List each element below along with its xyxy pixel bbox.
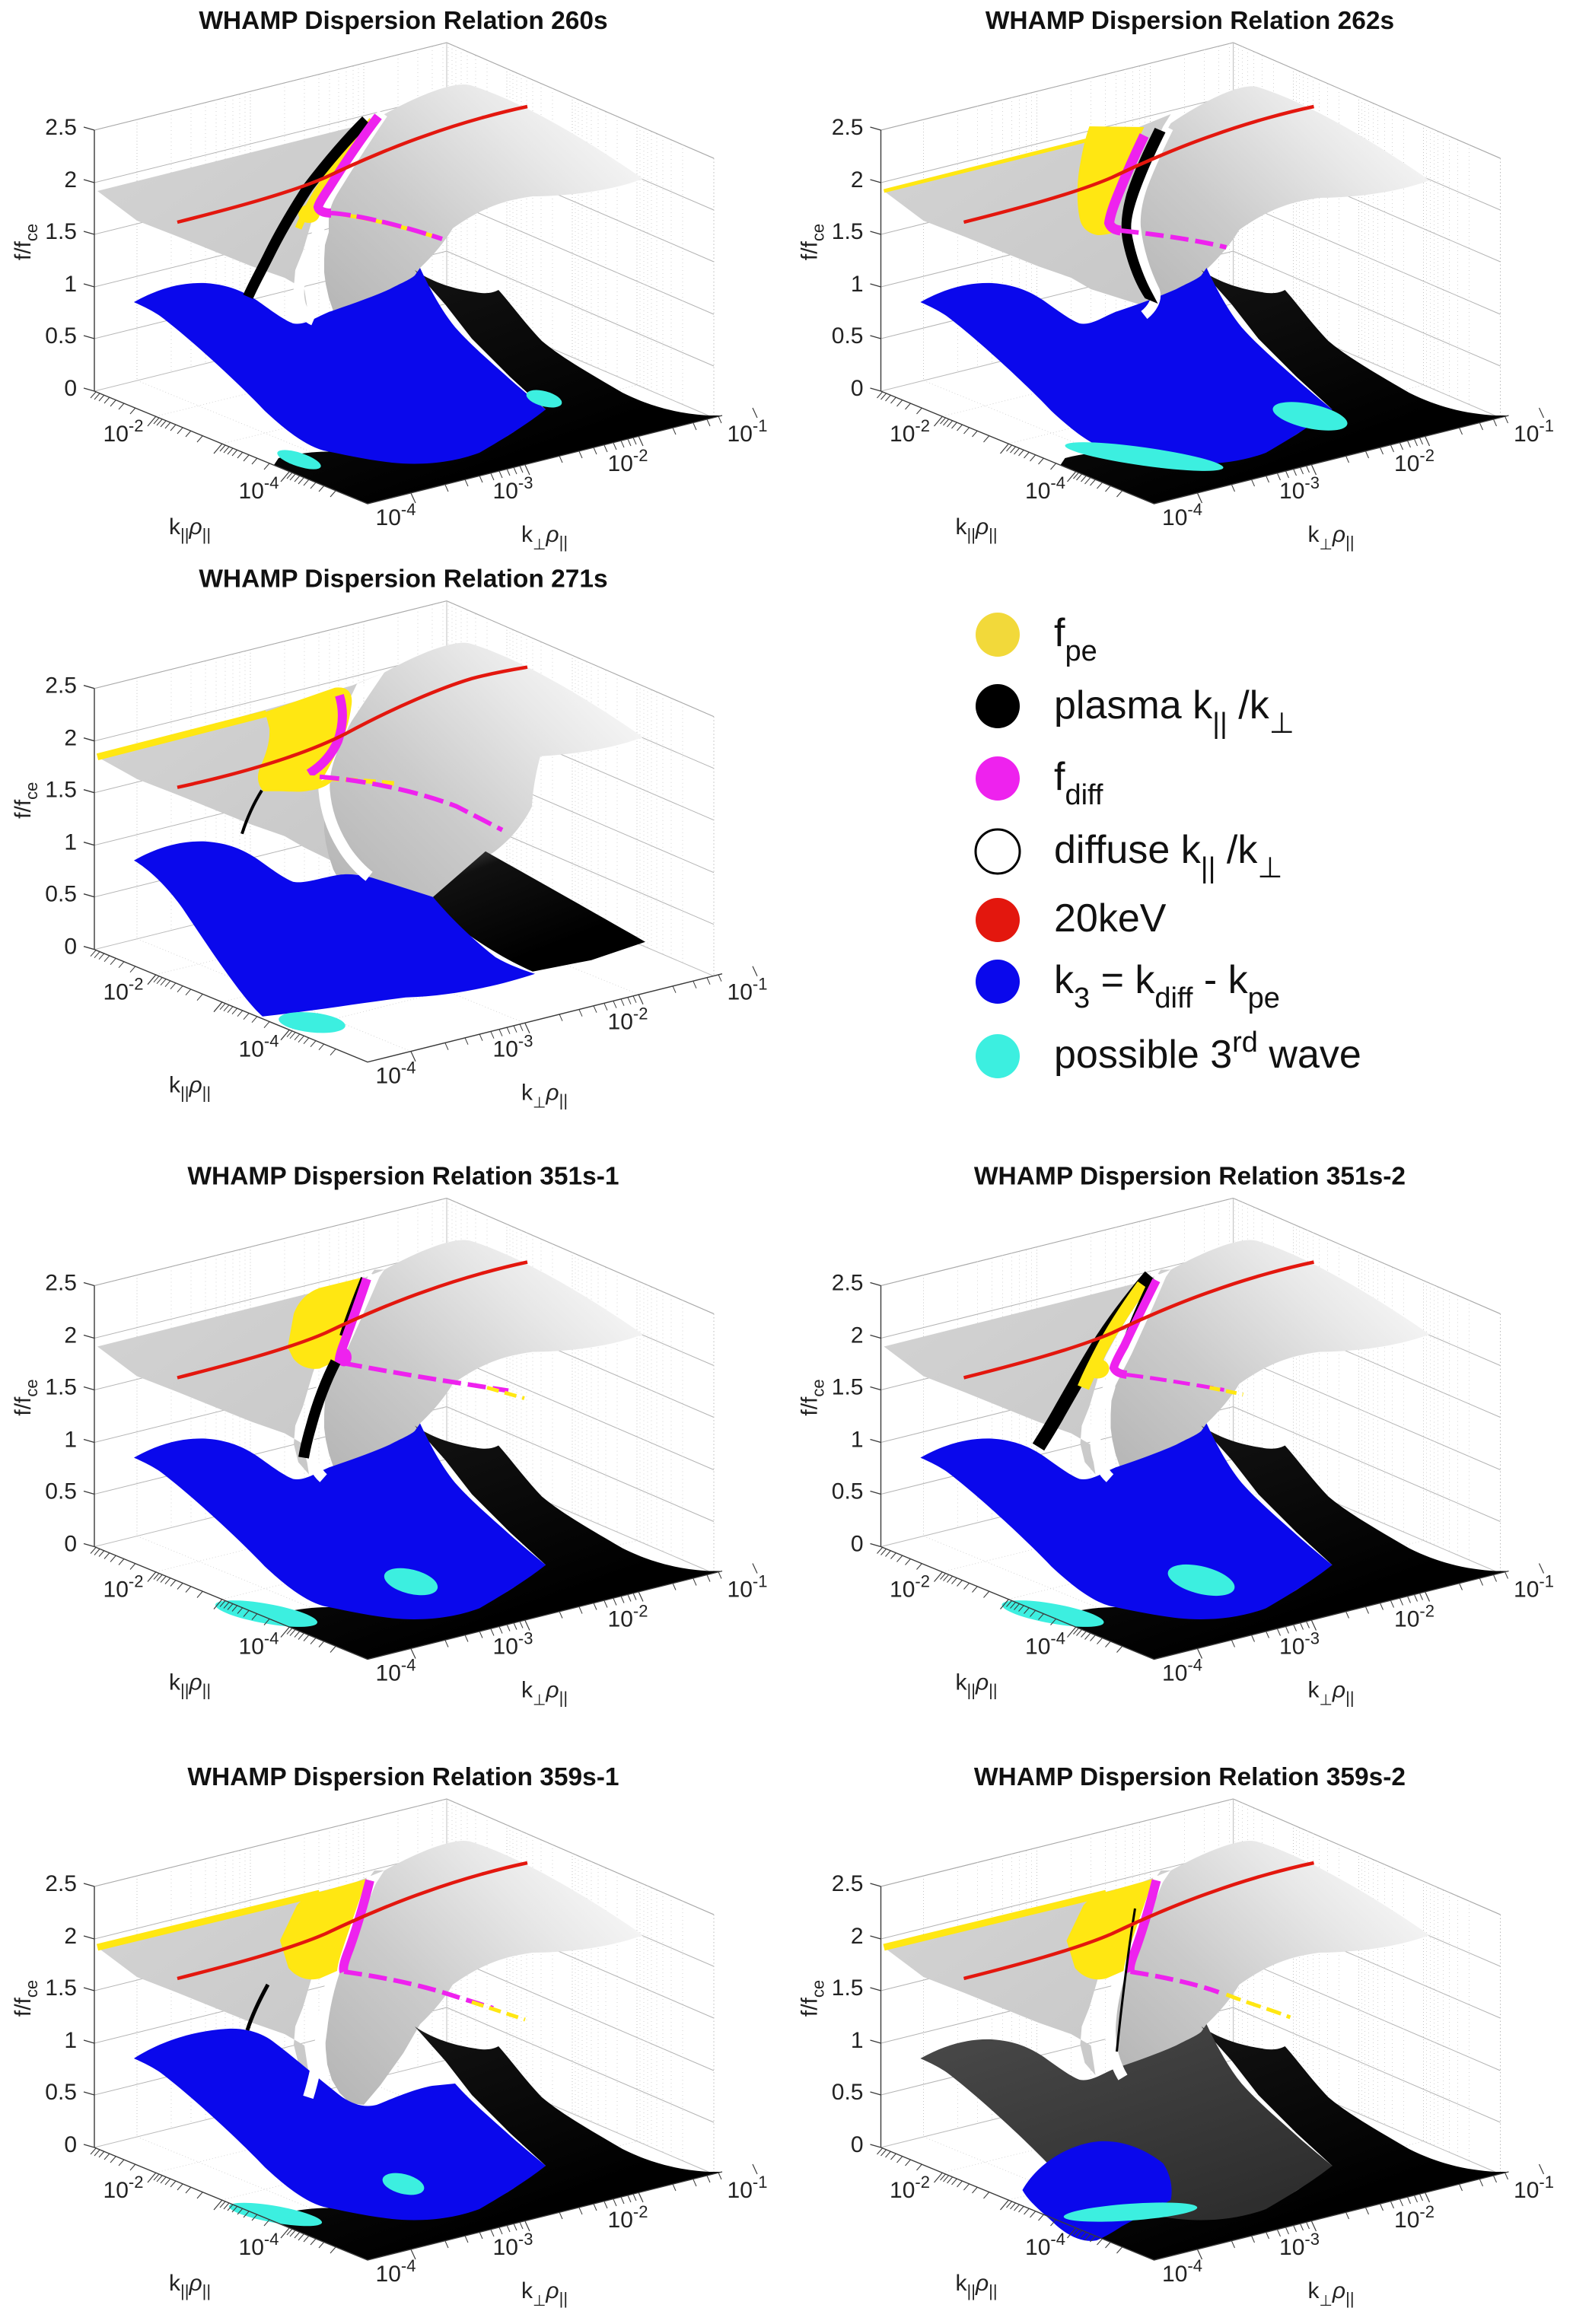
svg-text:WHAMP Dispersion Relation 359s: WHAMP Dispersion Relation 359s-2 xyxy=(974,1763,1406,1791)
svg-text:20keV: 20keV xyxy=(1054,896,1167,941)
svg-text:WHAMP Dispersion Relation 262s: WHAMP Dispersion Relation 262s xyxy=(986,7,1394,35)
svg-text:WHAMP Dispersion Relation 351s: WHAMP Dispersion Relation 351s-2 xyxy=(974,1163,1406,1191)
svg-text:WHAMP Dispersion Relation 351s: WHAMP Dispersion Relation 351s-1 xyxy=(187,1163,619,1191)
svg-text:WHAMP Dispersion Relation 260s: WHAMP Dispersion Relation 260s xyxy=(199,7,607,35)
svg-text:possible 3rd wave: possible 3rd wave xyxy=(1054,1027,1361,1077)
svg-text:WHAMP Dispersion Relation 271s: WHAMP Dispersion Relation 271s xyxy=(199,565,607,594)
svg-text:WHAMP Dispersion Relation 359s: WHAMP Dispersion Relation 359s-1 xyxy=(187,1763,619,1791)
